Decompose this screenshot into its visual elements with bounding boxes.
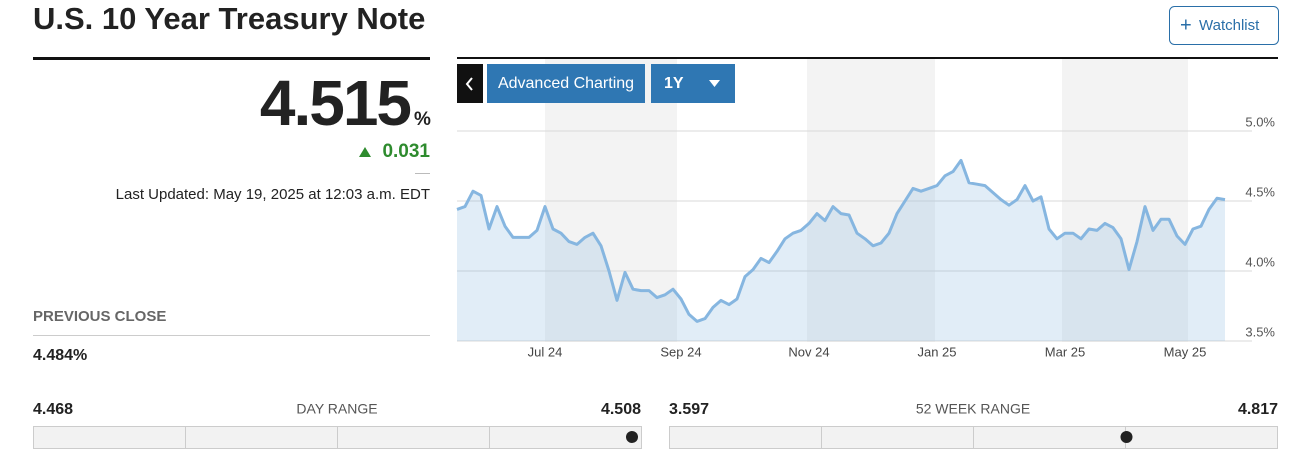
x-tick-label: May 25 — [1164, 344, 1207, 359]
previous-close-label: PREVIOUS CLOSE — [33, 308, 166, 325]
x-tick-label: Sep 24 — [660, 344, 701, 359]
watchlist-button[interactable] — [1169, 6, 1279, 45]
y-tick-label: 4.5% — [1245, 184, 1275, 199]
range-marker — [1120, 431, 1133, 443]
divider — [457, 57, 1278, 59]
chevron — [465, 77, 473, 91]
plus-icon: + — [1180, 14, 1192, 36]
dropdown-arrow — [709, 80, 720, 87]
change: 0.031 — [382, 141, 430, 162]
day-low: 4.468 — [33, 401, 73, 418]
up-arrow — [359, 147, 371, 157]
collapse-button[interactable] — [457, 64, 483, 103]
x-tick-label: Mar 25 — [1045, 344, 1085, 359]
week52-low: 3.597 — [669, 401, 709, 418]
previous-close-value: 4.484% — [33, 347, 87, 364]
last-updated: Last Updated: May 19, 2025 at 12:03 a.m.… — [116, 186, 430, 203]
day-range-label: DAY RANGE — [296, 401, 377, 417]
day-high: 4.508 — [601, 401, 641, 418]
week52-range-bar — [669, 426, 1278, 449]
advanced-charting-button[interactable] — [487, 64, 645, 103]
divider — [33, 57, 430, 60]
advanced-charting-label[interactable]: Advanced Charting — [498, 75, 634, 92]
price-unit: % — [414, 109, 431, 130]
range-label[interactable]: 1Y — [664, 75, 684, 92]
y-tick-label: 3.5% — [1245, 324, 1275, 339]
line — [456, 158, 1226, 323]
price: 4.515 — [260, 67, 411, 139]
x-tick-label: Nov 24 — [788, 344, 829, 359]
day-range-bar — [33, 426, 642, 449]
x-tick-label: Jul 24 — [528, 344, 563, 359]
range-select[interactable] — [651, 64, 735, 103]
week52-range-label: 52 WEEK RANGE — [916, 401, 1030, 417]
plot: 3.5% 4.0% 4.5% 5.0% Jul 24 Sep 24 Nov 24 Jan 25… — [456, 114, 1275, 359]
range-marker — [626, 431, 638, 443]
y-tick-label: 4.0% — [1245, 254, 1275, 269]
area — [457, 160, 1225, 341]
watchlist-label[interactable]: Watchlist — [1199, 17, 1260, 34]
divider — [33, 335, 430, 336]
divider — [415, 173, 430, 174]
page-title: U.S. 10 Year Treasury Note — [33, 1, 425, 36]
x-tick-label: Jan 25 — [917, 344, 956, 359]
week52-high: 4.817 — [1238, 401, 1278, 418]
y-tick-label: 5.0% — [1245, 114, 1275, 129]
